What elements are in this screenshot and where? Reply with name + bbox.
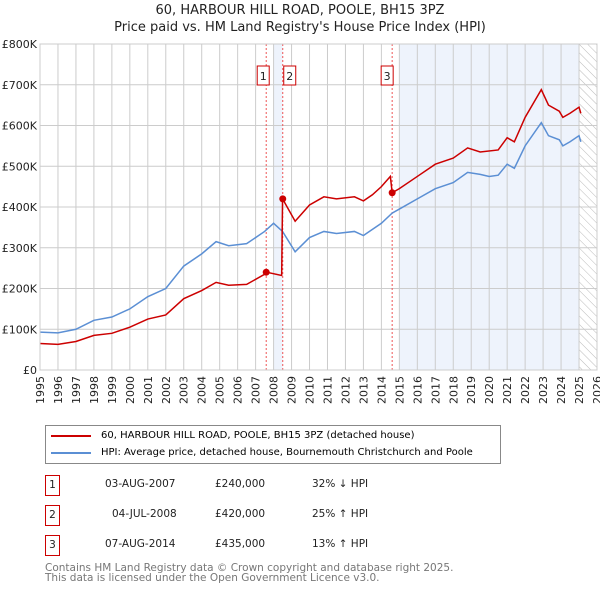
legend: 60, HARBOUR HILL ROAD, POOLE, BH15 3PZ (…	[45, 425, 501, 464]
x-tick-label: 2002	[160, 376, 173, 404]
sale-badge: 3	[45, 535, 60, 556]
sale-hpi: 25% ↑ HPI	[312, 508, 369, 520]
y-tick-label: £800K	[2, 38, 38, 51]
y-tick-label: £100K	[2, 323, 38, 336]
x-tick-label: 2024	[555, 376, 568, 404]
sale-label-box	[380, 65, 394, 86]
x-tick-label: 1997	[70, 376, 83, 404]
x-tick-label: 2004	[196, 376, 209, 404]
sale-point	[388, 189, 396, 197]
x-tick-label: 2011	[321, 376, 334, 404]
sale-label: 1	[260, 70, 267, 83]
y-tick-label: £200K	[2, 283, 38, 296]
plot-border	[39, 43, 598, 371]
x-tick-label: 2001	[142, 376, 155, 404]
sale-label-box	[283, 65, 297, 86]
sale-label: 3	[384, 70, 391, 83]
sale-hpi: 32% ↓ HPI	[312, 478, 369, 490]
plot-area: 1995 1996 1997 1998 1999 2000 2001 2002 2003 2004…	[2, 38, 600, 404]
x-tick-label: 2017	[429, 376, 442, 404]
x-tick-label: 2009	[286, 376, 299, 404]
x-tick-label: 2025	[573, 376, 586, 404]
x-tick-label: 1995	[34, 376, 47, 404]
sale-row: 2 04-JUL-2008 £420,000 25% ↑ HPI	[45, 505, 445, 526]
x-tick-label: 2026	[591, 376, 600, 404]
x-tick-label: 2006	[232, 376, 245, 404]
sale-badge: 1	[45, 475, 60, 496]
legend-label-hpi: HPI: Average price, detached house, Bour…	[101, 447, 473, 458]
x-tick-label: 2020	[483, 376, 496, 404]
sale-date: 03-AUG-2007	[105, 478, 176, 490]
sale-row: 3 07-AUG-2014 £435,000 13% ↑ HPI	[45, 535, 445, 556]
x-tick-label: 2000	[124, 376, 137, 404]
y-tick-label: £500K	[2, 160, 38, 173]
sale-price: £240,000	[215, 478, 266, 490]
x-tick-label: 2007	[250, 376, 263, 404]
sale-hpi: 13% ↑ HPI	[312, 538, 369, 550]
sale-row: 1 03-AUG-2007 £240,000 32% ↓ HPI	[45, 475, 445, 496]
x-tick-label: 2016	[411, 376, 424, 404]
x-tick-label: 2021	[501, 376, 514, 404]
x-tick-label: 2022	[519, 376, 532, 404]
x-tick-label: 2008	[268, 376, 281, 404]
chart-title: 60, HARBOUR HILL ROAD, POOLE, BH15 3PZ	[155, 3, 445, 18]
y-tick-label: £600K	[2, 120, 38, 133]
x-tick-label: 1998	[88, 376, 101, 404]
x-tick-label: 2018	[447, 376, 460, 404]
x-tick-label: 2015	[393, 376, 406, 404]
x-tick-label: 1996	[52, 376, 65, 404]
x-tick-label: 2023	[537, 376, 550, 404]
y-tick-label: £700K	[2, 79, 38, 92]
x-tick-label: 2014	[375, 376, 388, 404]
sale-badge: 2	[45, 505, 60, 526]
chart-subtitle: Price paid vs. HM Land Registry's House …	[114, 20, 486, 35]
sale-point	[279, 195, 287, 203]
x-tick-label: 2013	[357, 376, 370, 404]
x-tick-label: 2005	[214, 376, 227, 404]
x-tick-label: 2019	[465, 376, 478, 404]
x-tick-label: 1999	[106, 376, 119, 404]
x-tick-label: 2010	[304, 376, 317, 404]
sale-date: 07-AUG-2014	[105, 538, 176, 550]
legend-swatch-hpi	[51, 451, 91, 454]
sale-label-box	[256, 65, 270, 86]
sale-point	[262, 268, 270, 276]
footer-copyright: Contains HM Land Registry data © Crown c…	[45, 562, 454, 574]
legend-label-property: 60, HARBOUR HILL ROAD, POOLE, BH15 3PZ (…	[101, 430, 415, 441]
sale-label: 2	[286, 70, 293, 83]
x-tick-label: 2012	[339, 376, 352, 404]
footer-licence: This data is licensed under the Open Gov…	[45, 572, 380, 584]
y-tick-label: £0	[23, 364, 37, 377]
legend-swatch-property	[51, 434, 91, 437]
sale-date: 04-JUL-2008	[112, 508, 177, 520]
sale-price: £420,000	[215, 508, 266, 520]
property-price-line	[39, 88, 582, 346]
hpi-line	[39, 121, 582, 334]
y-tick-label: £300K	[2, 242, 38, 255]
sale-price: £435,000	[215, 538, 266, 550]
y-tick-label: £400K	[2, 201, 38, 214]
x-tick-label: 2003	[178, 376, 191, 404]
